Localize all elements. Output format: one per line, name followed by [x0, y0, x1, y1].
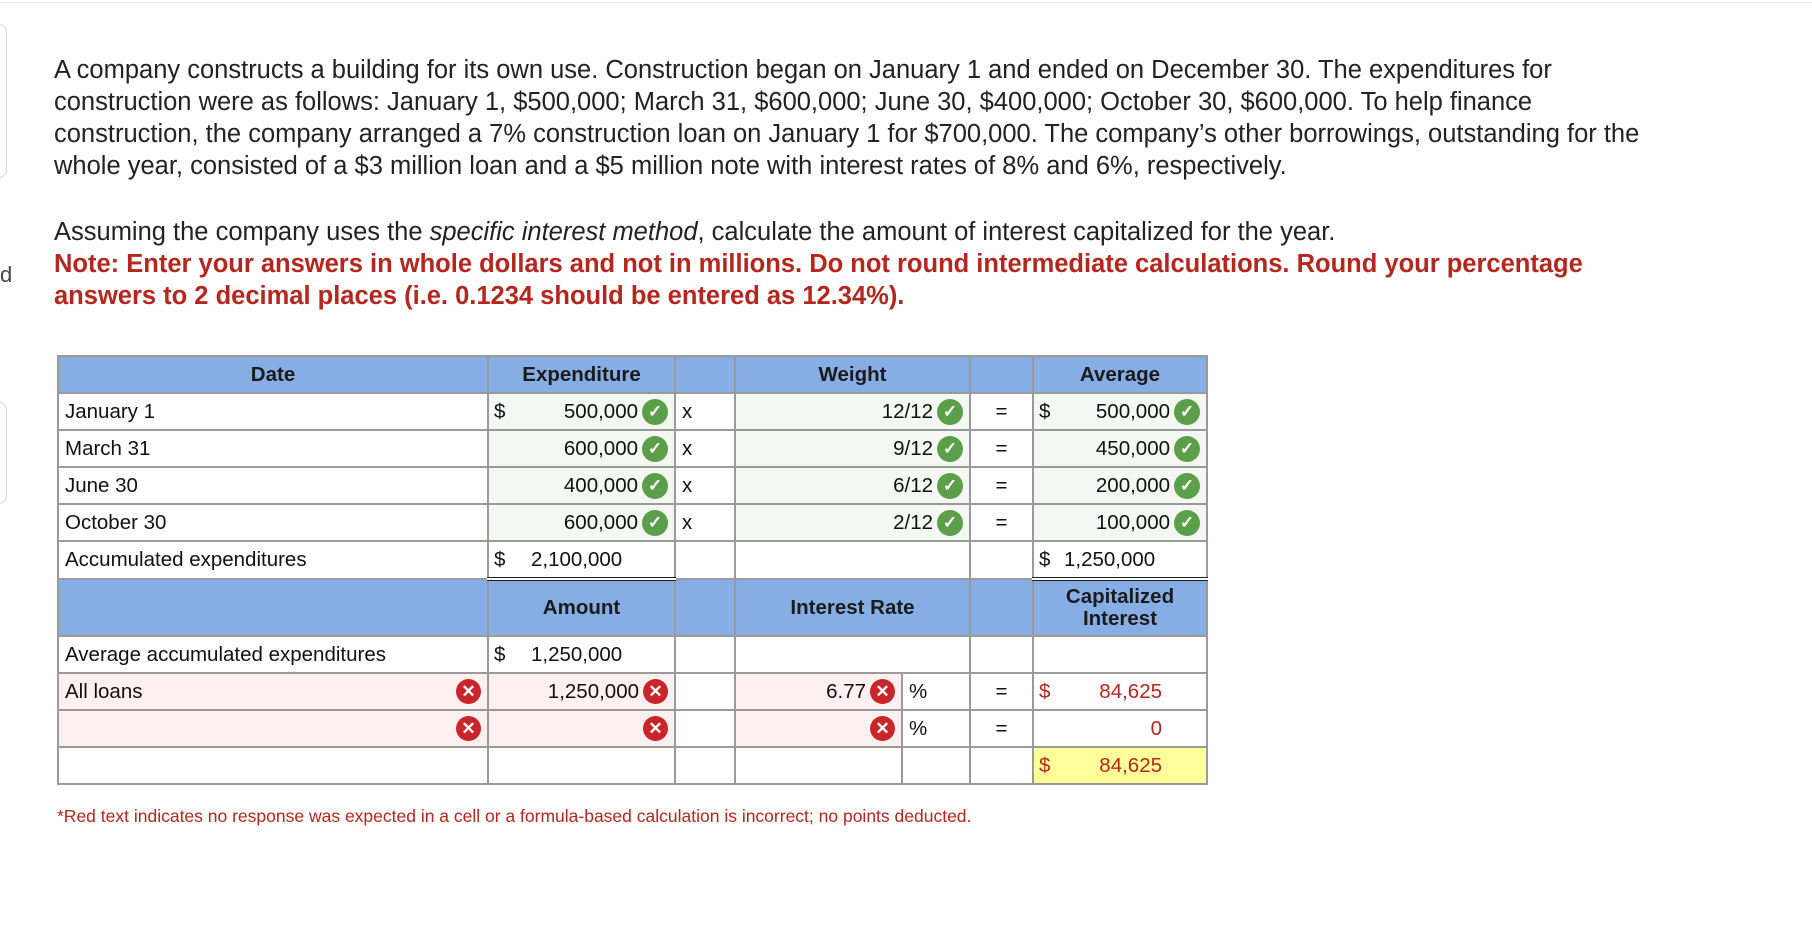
times-symbol: x: [674, 429, 736, 468]
weight-input[interactable]: 6/12 ✓: [734, 466, 971, 505]
correct-check-icon: ✓: [937, 435, 963, 462]
correct-check-icon: ✓: [1174, 509, 1200, 536]
accumulated-label: Accumulated expenditures: [57, 540, 489, 580]
correct-check-icon: ✓: [1174, 398, 1200, 425]
correct-check-icon: ✓: [937, 398, 963, 425]
capitalized-interest-value: 0: [1032, 709, 1208, 748]
accumulated-row: Accumulated expenditures $2,100,000 $1,2…: [57, 540, 1208, 581]
weight-input[interactable]: 12/12 ✓: [734, 392, 971, 431]
correct-check-icon: ✓: [1174, 472, 1200, 499]
all-loans-row: All loans ✕ 1,250,000 ✕ 6.77 ✕ % = $84,625: [57, 672, 1208, 711]
top-divider: [0, 2, 1812, 3]
question-text: A company constructs a building for its …: [54, 54, 1654, 312]
incorrect-x-icon: ✕: [643, 679, 668, 704]
row-date: October 30: [57, 503, 489, 542]
avg-accumulated-row: Average accumulated expenditures $1,250,…: [57, 635, 1208, 674]
accumulated-average: $1,250,000: [1032, 540, 1208, 581]
average-input[interactable]: 100,000 ✓: [1032, 503, 1208, 542]
average-input[interactable]: 450,000 ✓: [1032, 429, 1208, 468]
header-weight: Weight: [734, 355, 971, 394]
header-expenditure: Expenditure: [487, 355, 676, 394]
times-symbol: x: [674, 392, 736, 431]
header-date: Date: [57, 355, 489, 394]
weight-input[interactable]: 2/12 ✓: [734, 503, 971, 542]
loan-amount-input[interactable]: ✕: [487, 709, 676, 748]
incorrect-x-icon: ✕: [456, 679, 481, 704]
total-row: $84,625: [57, 746, 1208, 785]
expenditure-input[interactable]: $500,000 ✓: [487, 392, 676, 431]
correct-check-icon: ✓: [937, 472, 963, 499]
header-capitalized-interest: Capitalized Interest: [1032, 578, 1208, 637]
percent-symbol: %: [901, 709, 971, 748]
footnote: *Red text indicates no response was expe…: [57, 806, 972, 826]
average-input[interactable]: 200,000 ✓: [1032, 466, 1208, 505]
equals-symbol: =: [969, 466, 1034, 505]
times-symbol: x: [674, 503, 736, 542]
table-row: January 1 $500,000 ✓ x 12/12 ✓ = $500,000 ✓: [57, 392, 1208, 431]
currency-symbol: $: [494, 399, 506, 423]
header-average: Average: [1032, 355, 1208, 394]
correct-check-icon: ✓: [937, 509, 963, 536]
weight-input[interactable]: 9/12 ✓: [734, 429, 971, 468]
header-row-2: Amount Interest Rate Capitalized Interest: [57, 578, 1208, 637]
table-row: March 31 600,000 ✓ x 9/12 ✓ = 450,000 ✓: [57, 429, 1208, 468]
times-symbol: x: [674, 466, 736, 505]
avg-accumulated-label: Average accumulated expenditures: [57, 635, 489, 674]
currency-symbol: $: [1039, 399, 1051, 423]
loan-label-input[interactable]: All loans ✕: [57, 672, 489, 711]
incorrect-x-icon: ✕: [456, 716, 481, 741]
loan-label-input[interactable]: ✕: [57, 709, 489, 748]
row-date: June 30: [57, 466, 489, 505]
incorrect-x-icon: ✕: [870, 679, 895, 704]
expenditure-input[interactable]: 600,000 ✓: [487, 503, 676, 542]
interest-rate-input[interactable]: 6.77 ✕: [734, 672, 903, 711]
correct-check-icon: ✓: [642, 435, 668, 462]
question-note: Note: Enter your answers in whole dollar…: [54, 250, 1583, 310]
table-row: October 30 600,000 ✓ x 2/12 ✓ = 100,000 ✓: [57, 503, 1208, 542]
header-row: Date Expenditure Weight Average: [57, 355, 1208, 394]
incorrect-x-icon: ✕: [643, 716, 668, 741]
question-instruction: Assuming the company uses the specific i…: [54, 218, 1336, 246]
equals-symbol: =: [969, 709, 1034, 748]
table-row: June 30 400,000 ✓ x 6/12 ✓ = 200,000 ✓: [57, 466, 1208, 505]
header-amount: Amount: [487, 578, 676, 637]
equals-symbol: =: [969, 503, 1034, 542]
total-capitalized-interest: $84,625: [1032, 746, 1208, 785]
row-date: March 31: [57, 429, 489, 468]
loan-amount-input[interactable]: 1,250,000 ✕: [487, 672, 676, 711]
question-paragraph: A company constructs a building for its …: [54, 56, 1640, 180]
row-date: January 1: [57, 392, 489, 431]
capitalized-interest-value: $84,625: [1032, 672, 1208, 711]
equals-symbol: =: [969, 392, 1034, 431]
blank-loan-row: ✕ ✕ ✕ % = 0: [57, 709, 1208, 748]
average-input[interactable]: $500,000 ✓: [1032, 392, 1208, 431]
side-panel-card[interactable]: [0, 24, 7, 178]
accumulated-expenditure: $2,100,000: [487, 540, 676, 581]
correct-check-icon: ✓: [642, 472, 668, 499]
incorrect-x-icon: ✕: [870, 716, 895, 741]
avg-accumulated-amount: $1,250,000: [487, 635, 676, 674]
interest-worksheet: Date Expenditure Weight Average January …: [57, 355, 1208, 785]
interest-rate-input[interactable]: ✕: [734, 709, 903, 748]
truncated-side-text: d: [0, 262, 13, 287]
percent-symbol: %: [901, 672, 971, 711]
equals-symbol: =: [969, 672, 1034, 711]
correct-check-icon: ✓: [642, 509, 668, 536]
equals-symbol: =: [969, 429, 1034, 468]
correct-check-icon: ✓: [642, 398, 668, 425]
expenditure-input[interactable]: 400,000 ✓: [487, 466, 676, 505]
expenditure-input[interactable]: 600,000 ✓: [487, 429, 676, 468]
method-emphasis: specific interest method: [429, 218, 698, 246]
correct-check-icon: ✓: [1174, 435, 1200, 462]
side-panel-card[interactable]: [0, 402, 7, 504]
header-interest-rate: Interest Rate: [734, 578, 971, 637]
